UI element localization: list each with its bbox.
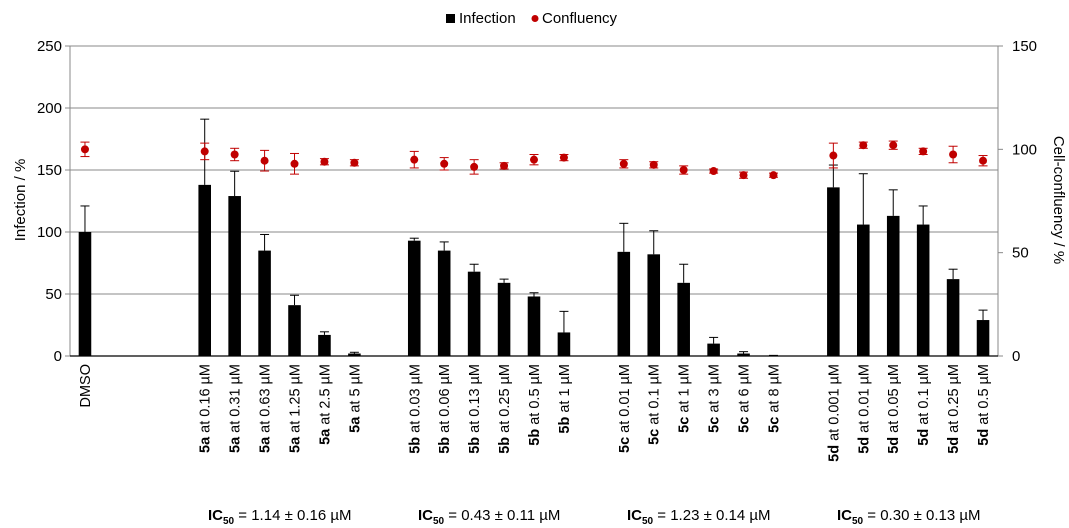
point-confluency [80,145,89,154]
bar-infection [348,353,361,356]
x-tick-label: 5b at 0.13 µM [467,364,483,454]
y-tick-label: 0 [54,348,62,365]
x-tick-label: 5d at 0.001 µM [826,364,842,462]
point-confluency [949,150,958,159]
point-confluency [440,159,449,168]
point-confluency [679,166,688,174]
x-tick-label: 5b at 0.03 µM [407,364,423,454]
point-confluency [410,155,419,164]
point-confluency [200,147,209,156]
x-tick-label: 5d at 0.25 µM [946,364,962,454]
point-confluency [709,167,718,176]
y-tick-label: 100 [37,224,62,241]
y-tick-label: 250 [37,38,62,55]
point-confluency [500,161,509,170]
x-tick-label: 5c at 1 µM [677,364,693,433]
x-tick-label: 5a at 0.31 µM [228,364,244,453]
x-tick-label: 5b at 0.25 µM [497,364,513,454]
bar-infection [677,282,690,356]
point-confluency [260,156,269,165]
y-axis-title: Infection / % [12,159,29,242]
x-tick-label: 5a at 2.5 µM [317,364,333,445]
x-tick-label: 5d at 0.1 µM [916,364,932,446]
legend-label-infection: Infection [459,10,516,27]
x-tick-label: 5c at 0.01 µM [617,364,633,453]
y2-tick-label: 100 [1012,141,1037,158]
x-tick-label: 5b at 0.06 µM [437,364,453,454]
x-tick-label: 5a at 1.25 µM [288,364,304,453]
y2-tick-label: 150 [1012,38,1037,55]
bar-infection [976,320,990,356]
y2-tick-label: 0 [1012,348,1020,365]
x-tick-label: 5a at 0.63 µM [258,364,274,453]
bar-infection [527,296,541,356]
ic50-annotation: IC50 = 0.30 ± 0.13 µM [837,507,981,527]
bar-infection [198,184,211,356]
legend: Infection Confluency [446,10,618,27]
bar-infection [557,332,571,356]
legend-swatch-infection [446,14,455,23]
x-tick-label: 5c at 8 µM [766,364,782,433]
x-tick-label: 5b at 1 µM [557,364,573,434]
bar-infection [617,251,631,356]
bar-infection [707,343,720,356]
x-tick-label: 5d at 0.01 µM [856,364,872,454]
bar-infection [467,271,481,356]
bar-infection [647,254,661,356]
x-tick-label: 5a at 5 µM [347,364,363,433]
point-confluency [649,160,658,169]
bar-infection [437,250,451,356]
point-confluency [530,155,538,164]
bar-infection [827,187,840,356]
x-tick-label: 5c at 3 µM [707,364,723,433]
point-confluency [919,147,928,156]
legend-label-confluency: Confluency [542,10,618,27]
y2-tick-label: 50 [1012,245,1029,262]
point-confluency [979,156,988,165]
y2-axis-title: Cell-confluency / % [1050,136,1067,264]
ic50-annotation: IC50 = 0.43 ± 0.11 µM [418,507,561,527]
bar-infection [497,282,511,356]
point-confluency [619,159,628,168]
point-confluency [290,159,299,168]
y-tick-label: 50 [45,286,62,303]
x-tick-label: 5d at 0.05 µM [886,364,902,454]
point-confluency [739,171,748,180]
x-tick-label: 5b at 0.5 µM [527,364,543,446]
x-tick-label: 5a at 0.16 µM [198,364,214,453]
point-confluency [350,158,359,167]
point-confluency [320,157,329,166]
point-series-confluency [80,140,988,180]
point-confluency [470,162,479,171]
y-tick-label: 200 [37,100,62,117]
bar-infection [407,240,421,356]
bar-series-infection [78,118,990,356]
legend-swatch-confluency [531,15,539,22]
bar-infection [228,196,241,356]
x-tick-label: 5c at 0.1 µM [647,364,663,445]
bar-infection [857,224,870,356]
axes: 0 50 100 150 200 250 0 50 100 150 DMSO 5a at 0.16 µ… [37,38,1037,462]
point-confluency [230,150,239,159]
ic50-annotation: IC50 = 1.14 ± 0.16 µM [208,507,352,527]
x-tick-label: DMSO [78,364,94,408]
bar-infection [916,224,930,356]
point-confluency [889,141,898,150]
x-tick-label: 5d at 0.5 µM [976,364,992,446]
ic50-annotation: IC50 = 1.23 ± 0.14 µM [627,507,771,527]
x-tick-label: 5c at 6 µM [737,364,753,433]
bar-infection [946,279,960,356]
point-confluency [859,141,868,150]
bar-infection [78,232,92,356]
bar-infection [258,250,271,356]
point-confluency [559,153,568,162]
point-confluency [829,151,838,160]
bar-infection [737,353,750,356]
bar-infection [318,334,331,356]
bar-infection [288,305,301,356]
bar-infection [886,215,900,356]
y-tick-label: 150 [37,162,62,179]
point-confluency [769,171,778,180]
